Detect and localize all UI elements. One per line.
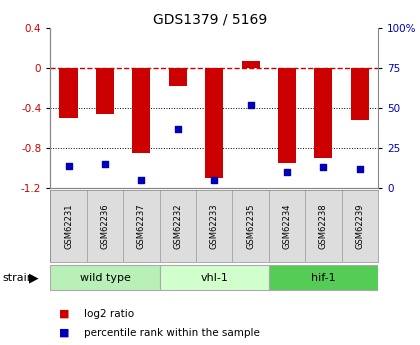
Bar	[96, 68, 114, 114]
Bar	[205, 68, 223, 178]
Bar	[314, 68, 333, 158]
Text: strain: strain	[2, 273, 34, 283]
Text: log2 ratio: log2 ratio	[84, 309, 134, 319]
Point	[284, 169, 290, 175]
Bar	[278, 68, 296, 163]
Bar	[351, 68, 369, 120]
Text: GDS1379 / 5169: GDS1379 / 5169	[153, 12, 267, 26]
Text: wild type: wild type	[79, 273, 131, 283]
Text: GSM62232: GSM62232	[173, 203, 182, 249]
Bar	[132, 68, 150, 153]
Bar	[269, 265, 378, 290]
Text: GSM62235: GSM62235	[246, 203, 255, 249]
Text: hif-1: hif-1	[311, 273, 336, 283]
Text: GSM62231: GSM62231	[64, 203, 73, 249]
Text: vhl-1: vhl-1	[200, 273, 228, 283]
Text: GSM62237: GSM62237	[137, 203, 146, 249]
Point	[102, 161, 108, 167]
Point	[320, 165, 327, 170]
Point	[174, 126, 181, 131]
Text: ■: ■	[59, 309, 69, 319]
Text: percentile rank within the sample: percentile rank within the sample	[84, 328, 260, 338]
Point	[211, 177, 218, 183]
Bar	[160, 265, 269, 290]
Bar	[169, 68, 187, 86]
Text: ■: ■	[59, 328, 69, 338]
Bar	[241, 61, 260, 68]
Bar	[60, 68, 78, 118]
Point	[357, 166, 363, 171]
Text: GSM62233: GSM62233	[210, 203, 219, 249]
Text: ▶: ▶	[29, 271, 38, 284]
Point	[138, 177, 145, 183]
Point	[65, 163, 72, 168]
Point	[247, 102, 254, 107]
Text: GSM62234: GSM62234	[283, 203, 291, 249]
Text: GSM62236: GSM62236	[100, 203, 110, 249]
Text: GSM62238: GSM62238	[319, 203, 328, 249]
Text: GSM62239: GSM62239	[355, 203, 364, 249]
Bar	[50, 265, 160, 290]
